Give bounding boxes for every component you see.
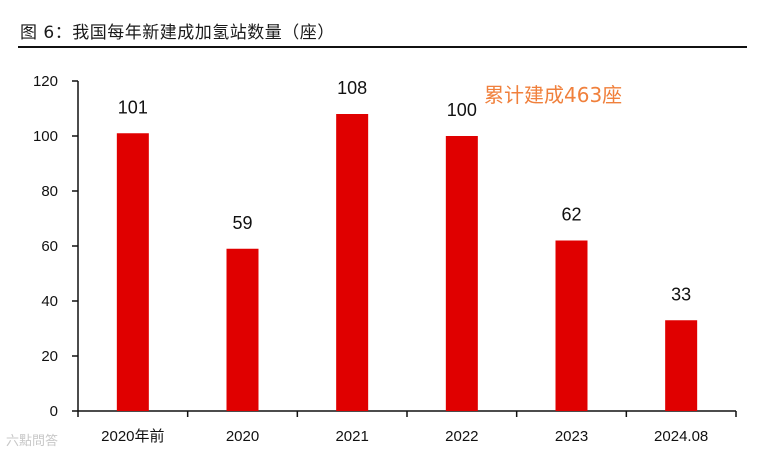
bars <box>116 114 698 411</box>
y-tick-label: 0 <box>50 403 58 420</box>
bar-value-label: 108 <box>337 78 367 98</box>
bar <box>226 248 259 411</box>
title-divider <box>18 46 747 48</box>
x-tick-label: 2020 <box>226 428 259 445</box>
bar <box>116 133 149 411</box>
y-tick-label: 80 <box>41 183 58 200</box>
x-tick-label: 2024.08 <box>654 428 708 445</box>
y-tick-label: 120 <box>33 73 58 90</box>
x-tick-label: 2021 <box>335 428 368 445</box>
bar-value-label: 62 <box>561 205 581 225</box>
x-tick-label: 2020年前 <box>101 428 164 445</box>
bar-value-label: 59 <box>232 213 252 233</box>
bar-value-label: 101 <box>118 97 148 117</box>
y-tick-label: 60 <box>41 238 58 255</box>
y-tick-label: 20 <box>41 348 58 365</box>
y-axis: 0 20 40 60 80 100 120 <box>33 73 79 420</box>
figure-title: 图 6：我国每年新建成加氢站数量（座） <box>20 23 335 43</box>
bar <box>555 240 588 411</box>
data-labels: 101 59 108 100 62 33 <box>118 78 691 304</box>
bar-value-label: 33 <box>671 284 691 304</box>
x-tick-label: 2022 <box>445 428 478 445</box>
bar-value-label: 100 <box>447 100 477 120</box>
bar <box>665 320 698 411</box>
y-tick-label: 40 <box>41 293 58 310</box>
watermark: 六點問答 <box>6 434 59 449</box>
x-tick-label: 2023 <box>555 428 588 445</box>
x-axis: 2020年前 2020 2021 2022 2023 2024.08 <box>77 410 737 445</box>
bar <box>445 136 478 411</box>
cumulative-annotation: 累计建成463座 <box>484 83 622 107</box>
bar <box>336 114 369 411</box>
y-tick-label: 100 <box>33 128 58 145</box>
